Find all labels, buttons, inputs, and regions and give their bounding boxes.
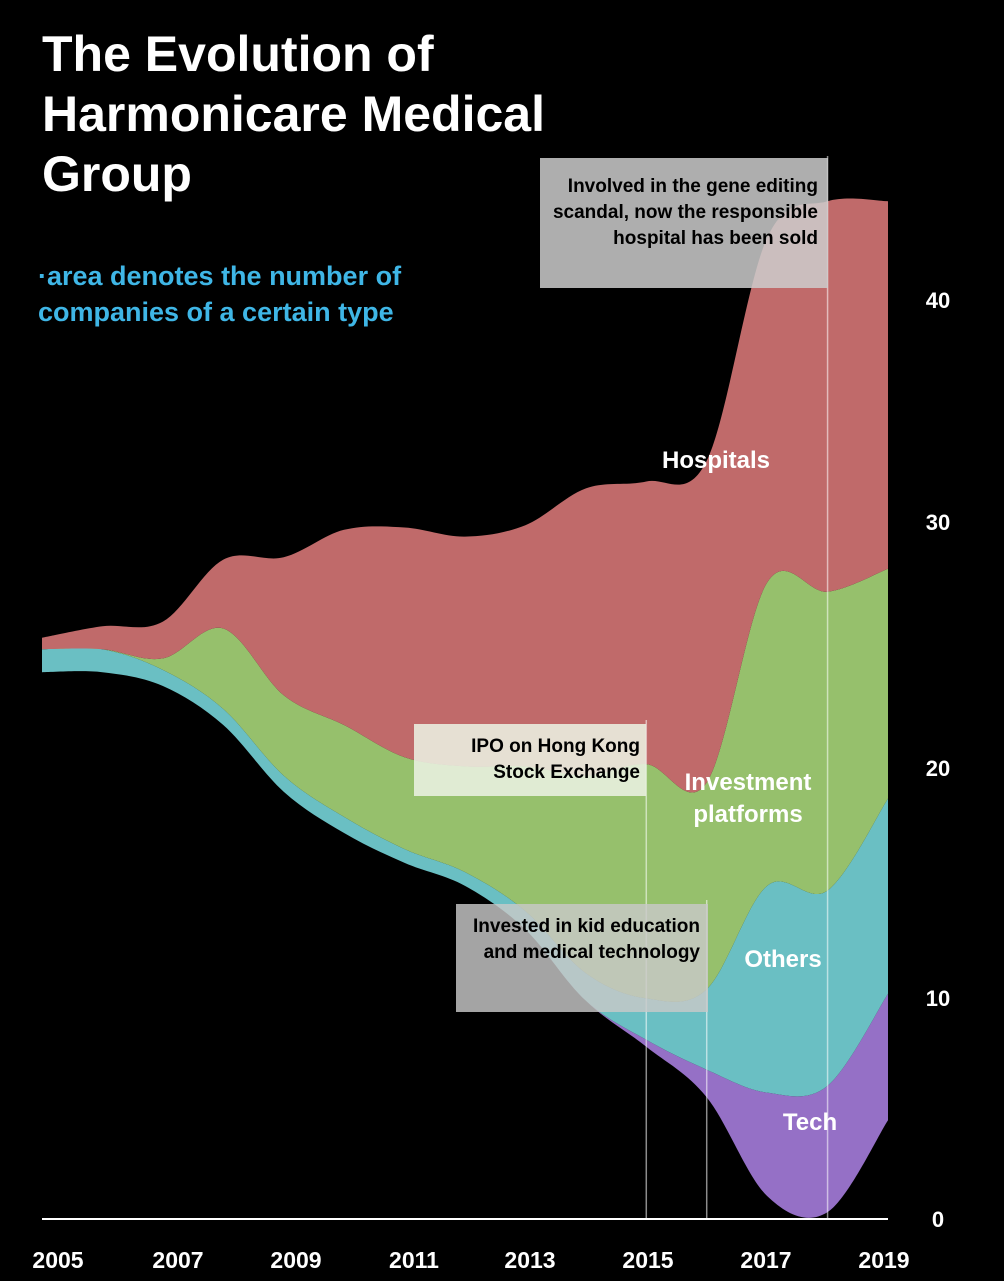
x-tick-label: 2015 xyxy=(622,1247,673,1273)
x-tick-label: 2005 xyxy=(32,1247,83,1273)
area-hospitals xyxy=(42,198,888,793)
series-labels: Hospitals Investment platforms Others Tech xyxy=(662,447,837,1136)
series-label-tech: Tech xyxy=(783,1109,837,1136)
stream-areas xyxy=(42,198,888,1218)
series-label-hospitals: Hospitals xyxy=(662,447,770,474)
area-others xyxy=(42,647,888,1097)
annotation-ipo: IPO on Hong Kong Stock Exchange xyxy=(414,724,646,796)
y-tick-label: 10 xyxy=(926,986,950,1011)
y-tick-label: 40 xyxy=(926,288,950,313)
x-tick-label: 2017 xyxy=(740,1247,791,1273)
series-label-investment-platforms: platforms xyxy=(693,801,802,828)
x-tick-label: 2009 xyxy=(270,1247,321,1273)
y-axis-ticks: 0 10 20 30 40 xyxy=(926,288,950,1232)
chart-subtitle: ·area denotes the number of companies of… xyxy=(38,261,402,327)
y-tick-label: 0 xyxy=(932,1207,944,1232)
x-tick-label: 2007 xyxy=(152,1247,203,1273)
series-label-investment-platforms: Investment xyxy=(685,769,812,796)
area-tech xyxy=(42,671,888,1218)
x-axis-ticks: 2005 2007 2009 2011 2013 2015 2017 2019 xyxy=(32,1247,909,1273)
y-tick-label: 20 xyxy=(926,756,950,781)
annotation-gene-editing-scandal: Involved in the gene editing scandal, no… xyxy=(540,158,828,288)
x-tick-label: 2013 xyxy=(504,1247,555,1273)
series-label-others: Others xyxy=(744,946,821,973)
x-tick-label: 2019 xyxy=(858,1247,909,1273)
x-tick-label: 2011 xyxy=(389,1247,439,1273)
annotation-investment: Invested in kid education and medical te… xyxy=(456,904,708,1012)
chart-title: The Evolution of Harmonicare Medical Gro… xyxy=(42,26,545,202)
y-tick-label: 30 xyxy=(926,510,950,535)
